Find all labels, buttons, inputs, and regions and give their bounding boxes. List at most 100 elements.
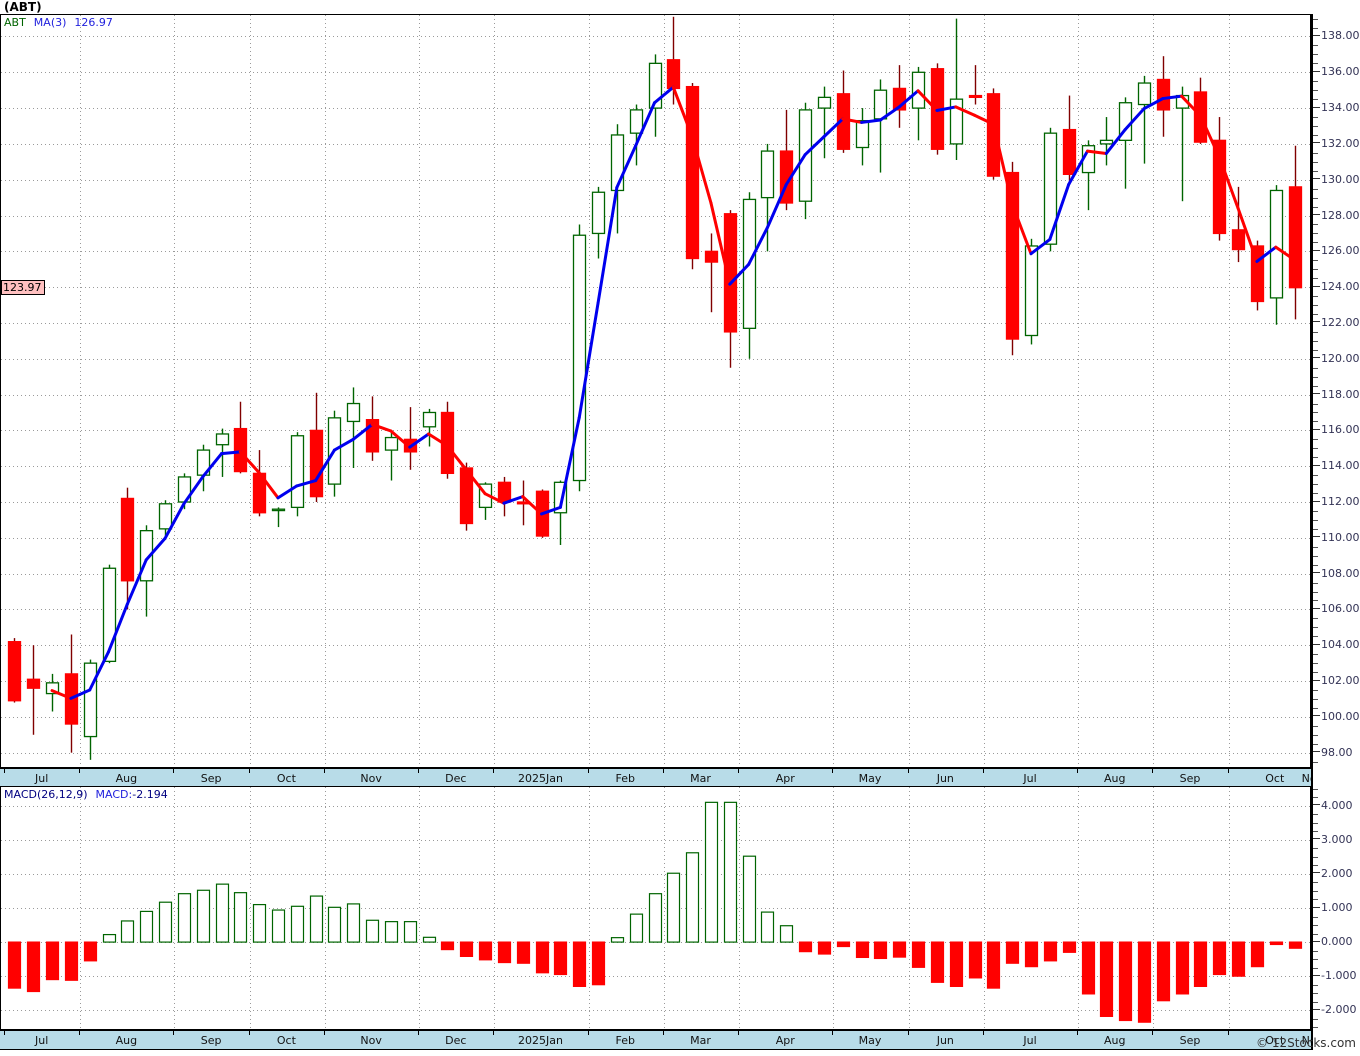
x-axis-tick xyxy=(324,769,325,773)
axis-minor-tick xyxy=(1313,439,1318,440)
axis-minor-tick xyxy=(1313,726,1318,727)
price-chart-panel[interactable]: ABT MA(3) 126.97 xyxy=(0,14,1311,768)
x-axis-months-top[interactable]: Jul Aug Sep Oct Nov Dec 2025Jan Feb Mar Apr May Jun… xyxy=(0,768,1323,788)
x-axis-tick xyxy=(832,1031,833,1035)
axis-minor-tick xyxy=(1313,19,1318,20)
axis-minor-tick xyxy=(1313,663,1318,664)
x-axis-month-label: Feb xyxy=(615,772,635,785)
axis-minor-tick xyxy=(1313,117,1318,118)
x-axis-month-label: Aug xyxy=(1103,772,1126,785)
x-axis-month-label: May xyxy=(858,772,882,785)
x-axis-month-label: Jul xyxy=(35,1034,49,1047)
axis-minor-tick xyxy=(1313,377,1318,378)
axis-minor-tick xyxy=(1313,54,1318,55)
axis-minor-tick xyxy=(1313,592,1318,593)
axis-minor-tick xyxy=(1313,269,1318,270)
x-axis-month-label: Sep xyxy=(1179,1034,1201,1047)
axis-tick-label: 104.00 xyxy=(1313,638,1360,651)
axis-minor-tick xyxy=(1313,823,1318,824)
axis-minor-tick xyxy=(1313,126,1318,127)
axis-tick-label: 112.00 xyxy=(1313,495,1360,508)
axis-minor-tick xyxy=(1313,404,1318,405)
axis-minor-tick xyxy=(1313,207,1318,208)
legend-ma-label: MA(3) xyxy=(33,16,67,29)
axis-tick-label: 3.000 xyxy=(1313,833,1353,846)
axis-minor-tick xyxy=(1313,529,1318,530)
x-axis-bottom-right-stub xyxy=(1311,1030,1360,1050)
axis-minor-tick xyxy=(1313,63,1318,64)
axis-tick-label: -1.000 xyxy=(1313,969,1356,982)
x-axis-month-label: Sep xyxy=(200,1034,222,1047)
axis-tick-label: 108.00 xyxy=(1313,567,1360,580)
axis-minor-tick xyxy=(1313,690,1318,691)
x-axis-month-label: Jul xyxy=(1023,1034,1037,1047)
axis-minor-tick xyxy=(1313,45,1318,46)
page-title: (ABT) xyxy=(4,0,42,14)
axis-minor-tick xyxy=(1313,1027,1318,1028)
axis-tick-label: 116.00 xyxy=(1313,423,1360,436)
axis-tick-label: 128.00 xyxy=(1313,209,1360,222)
axis-minor-tick xyxy=(1313,797,1318,798)
axis-minor-tick xyxy=(1313,233,1318,234)
x-axis-tick xyxy=(249,769,250,773)
x-axis-tick xyxy=(249,1031,250,1035)
axis-minor-tick xyxy=(1313,242,1318,243)
legend-macd-value: -2.194 xyxy=(132,788,168,801)
axis-minor-tick xyxy=(1313,28,1318,29)
axis-tick-label: 100.00 xyxy=(1313,710,1360,723)
x-axis-month-label: Sep xyxy=(1179,772,1201,785)
x-axis-month-label: Jul xyxy=(35,772,49,785)
current-price-flag: 123.97 xyxy=(1,279,45,295)
x-axis-tick xyxy=(79,1031,80,1035)
x-axis-month-label: Feb xyxy=(615,1034,635,1047)
axis-minor-tick xyxy=(1313,762,1318,763)
axis-minor-tick xyxy=(1313,90,1318,91)
axis-minor-tick xyxy=(1313,1002,1318,1003)
axis-tick-label: 138.00 xyxy=(1313,29,1360,42)
axis-minor-tick xyxy=(1313,891,1318,892)
x-axis-tick xyxy=(588,769,589,773)
axis-minor-tick xyxy=(1313,857,1318,858)
macd-chart-panel[interactable]: MACD(26,12,9) MACD:-2.194 xyxy=(0,786,1311,1030)
price-y-axis: 138.00 136.00 134.00 132.00 130.00 128.00 126.… xyxy=(1311,14,1360,768)
axis-tick-label: 132.00 xyxy=(1313,137,1360,150)
axis-minor-tick xyxy=(1313,296,1318,297)
axis-minor-tick xyxy=(1313,135,1318,136)
axis-minor-tick xyxy=(1313,368,1318,369)
x-axis-tick xyxy=(418,1031,419,1035)
axis-minor-tick xyxy=(1313,305,1318,306)
axis-tick-label: 110.00 xyxy=(1313,531,1360,544)
x-axis-tick xyxy=(983,1031,984,1035)
axis-tick-label: 120.00 xyxy=(1313,352,1360,365)
axis-minor-tick xyxy=(1313,968,1318,969)
x-axis-months-bottom[interactable]: Jul Aug Sep Oct Nov Dec 2025Jan Feb Mar Apr May Jun… xyxy=(0,1030,1323,1050)
axis-minor-tick xyxy=(1313,672,1318,673)
axis-minor-tick xyxy=(1313,171,1318,172)
macd-legend: MACD(26,12,9) MACD:-2.194 xyxy=(4,789,168,801)
axis-tick-label: 106.00 xyxy=(1313,602,1360,615)
axis-minor-tick xyxy=(1313,341,1318,342)
axis-minor-tick xyxy=(1313,520,1318,521)
axis-minor-tick xyxy=(1313,556,1318,557)
axis-tick-label: 130.00 xyxy=(1313,173,1360,186)
x-axis-tick xyxy=(4,769,5,773)
axis-minor-tick xyxy=(1313,699,1318,700)
x-axis-month-label: Nov xyxy=(360,772,382,785)
axis-minor-tick xyxy=(1313,654,1318,655)
price-candlestick-svg xyxy=(1,15,1310,767)
x-axis-month-label: Oct xyxy=(1265,1034,1285,1047)
x-axis-tick xyxy=(1152,1031,1153,1035)
axis-minor-tick xyxy=(1313,636,1318,637)
axis-minor-tick xyxy=(1313,386,1318,387)
axis-tick-label: 0.000 xyxy=(1313,935,1353,948)
x-axis-month-label: Mar xyxy=(690,1034,711,1047)
axis-minor-tick xyxy=(1313,583,1318,584)
x-axis-tick xyxy=(908,1031,909,1035)
axis-minor-tick xyxy=(1313,332,1318,333)
x-axis-tick xyxy=(173,769,174,773)
axis-tick-label: 98.00 xyxy=(1313,746,1353,759)
axis-tick-label: 4.000 xyxy=(1313,799,1353,812)
legend-ma-value: 126.97 xyxy=(74,16,113,29)
axis-minor-tick xyxy=(1313,627,1318,628)
axis-minor-tick xyxy=(1313,600,1318,601)
